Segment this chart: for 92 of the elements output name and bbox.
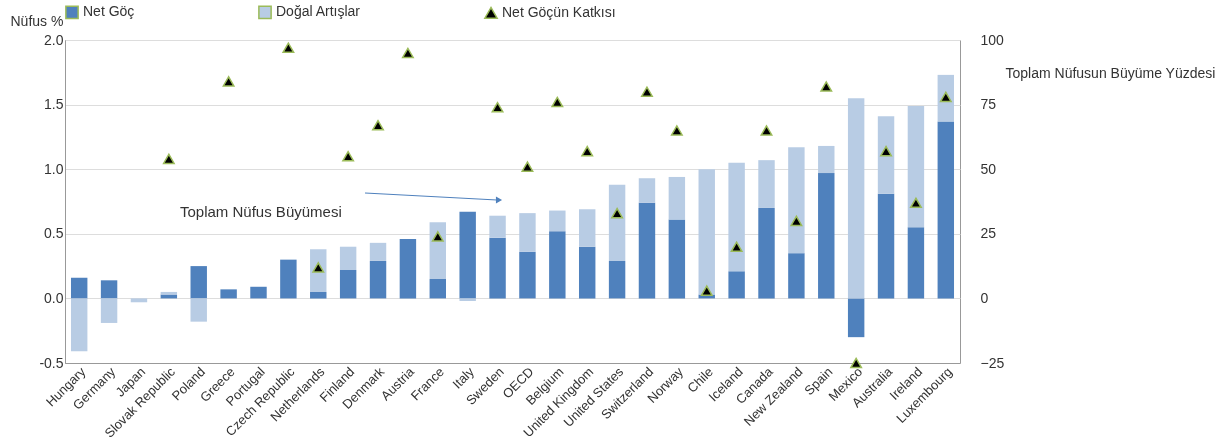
bar: [310, 291, 327, 299]
point: [431, 231, 444, 242]
point: [222, 76, 235, 87]
point: [551, 96, 564, 108]
bar: [190, 298, 207, 322]
y-tick-label: 2.0: [44, 31, 64, 48]
y-tick-label: 0.5: [44, 225, 64, 242]
y2-tick-label: 25: [980, 225, 997, 242]
y2-tick-label: 75: [980, 96, 997, 113]
bar: [220, 289, 237, 299]
bar: [728, 271, 745, 299]
bar: [877, 193, 895, 299]
point: [162, 153, 175, 165]
bar: [907, 227, 925, 299]
bar: [907, 105, 925, 228]
bar: [937, 74, 955, 122]
annotation: Toplam Nüfus Büyümesi: [180, 203, 342, 220]
y2-tick-label: −25: [980, 354, 1005, 371]
bar: [788, 253, 805, 299]
point: [342, 150, 355, 162]
bar: [70, 277, 88, 299]
bar: [459, 298, 476, 301]
bar: [638, 178, 656, 203]
point: [909, 197, 922, 209]
bar: [877, 116, 895, 194]
bar: [788, 147, 805, 254]
point: [401, 47, 414, 59]
y2-axis-title: Toplam Nüfusun Büyüme Yüzdesi: [1005, 64, 1216, 81]
bar: [847, 298, 865, 338]
legend-label: Net Göç: [83, 3, 135, 20]
bar: [728, 162, 745, 272]
point: [760, 125, 773, 136]
bar: [847, 98, 865, 299]
bar: [100, 280, 118, 299]
bar: [130, 298, 148, 303]
y-axis-title: Nüfus %: [10, 12, 64, 29]
bar: [339, 246, 357, 270]
bar: [818, 145, 835, 174]
bar: [100, 298, 118, 323]
bar: [160, 291, 178, 295]
bar: [638, 202, 656, 299]
bar: [519, 251, 536, 299]
y2-tick-label: 0: [980, 289, 989, 306]
point: [880, 145, 893, 157]
bar: [369, 242, 387, 261]
bar: [190, 266, 207, 299]
bar: [70, 298, 88, 352]
bar: [668, 219, 686, 299]
y-tick-label: 1.0: [44, 160, 64, 177]
bar: [339, 269, 357, 299]
bar: [459, 211, 476, 299]
point: [700, 285, 713, 296]
point: [491, 101, 504, 113]
bar: [698, 169, 715, 295]
bar: [578, 246, 596, 299]
y2-tick-label: 100: [980, 31, 1005, 48]
bar: [369, 260, 387, 299]
bar: [429, 279, 447, 299]
y-tick-label: 1.5: [44, 96, 64, 113]
legend-label: Net Göçün Katkısı: [502, 3, 616, 20]
point: [640, 86, 653, 97]
bar: [608, 260, 626, 299]
bar: [578, 209, 596, 247]
point: [670, 125, 683, 136]
point: [820, 81, 833, 92]
bar: [429, 222, 447, 280]
bar: [489, 237, 506, 299]
bar: [668, 176, 686, 220]
point: [282, 42, 295, 54]
point: [521, 161, 534, 172]
y2-tick-label: 50: [980, 160, 997, 177]
bar: [549, 231, 566, 299]
point: [850, 357, 863, 369]
point: [790, 215, 803, 227]
bar: [608, 184, 626, 261]
bar: [758, 160, 775, 208]
bar: [519, 213, 536, 252]
bar: [818, 173, 835, 299]
bar: [549, 210, 566, 232]
point: [581, 145, 594, 157]
y-tick-label: -0.5: [39, 354, 64, 371]
legend-label: Doğal Artışlar: [276, 3, 361, 20]
point: [730, 241, 743, 253]
bar: [399, 238, 417, 299]
point: [611, 207, 624, 219]
point: [372, 119, 385, 131]
bar: [250, 286, 267, 299]
y-tick-label: 0.0: [44, 289, 64, 306]
bar: [758, 207, 775, 299]
bar: [280, 259, 297, 299]
bar: [937, 121, 955, 299]
bar: [489, 215, 506, 238]
